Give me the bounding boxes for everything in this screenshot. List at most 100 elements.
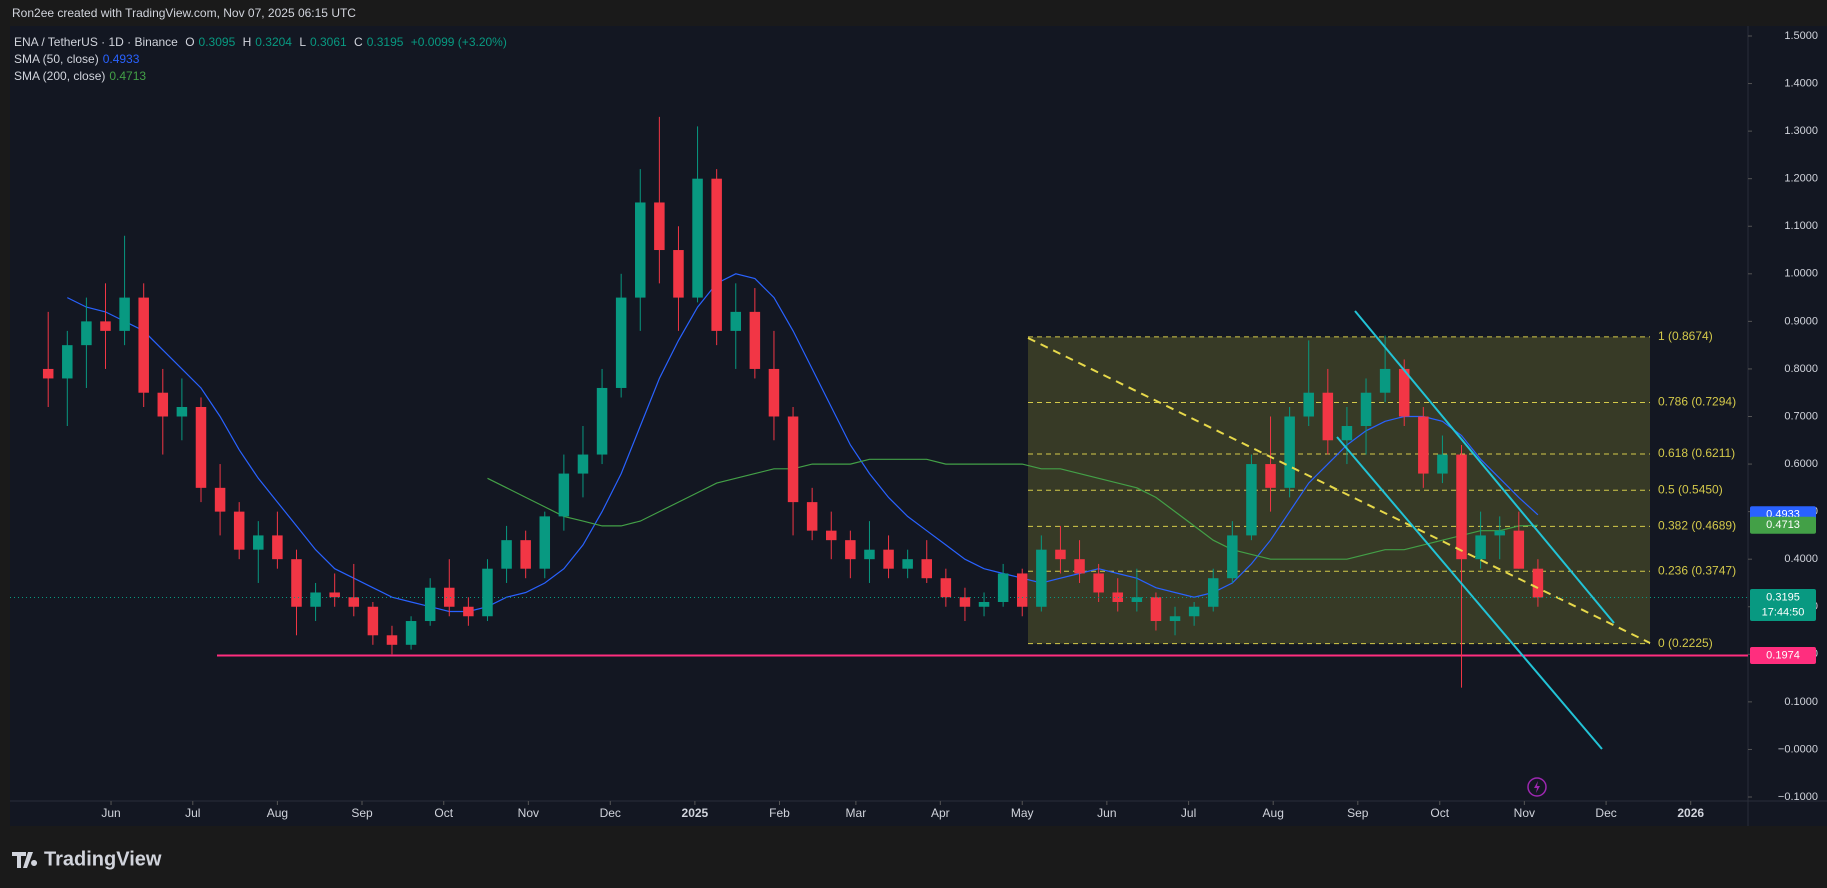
- candle-body: [1532, 568, 1544, 598]
- price-badge: [1750, 516, 1816, 534]
- candle-body: [62, 345, 73, 379]
- legend-row: SMA (50, close) 0.4933: [14, 51, 511, 68]
- x-tick-label: Jun: [101, 806, 120, 820]
- fib-label: 1 (0.8674): [1658, 329, 1713, 343]
- candle-body: [1322, 392, 1334, 441]
- candle-body: [978, 601, 990, 607]
- price-badge: [1750, 647, 1816, 665]
- candle-body: [138, 297, 149, 393]
- y-tick-label: 1.5000: [1784, 30, 1818, 42]
- candle-body: [501, 540, 512, 569]
- candle-body: [692, 178, 703, 298]
- y-tick-label: 0.7000: [1784, 410, 1818, 422]
- candle-body: [329, 592, 340, 598]
- indicator-value: 0.4713: [109, 69, 147, 83]
- candle-body: [826, 530, 837, 541]
- time-axis: [10, 801, 1748, 826]
- candle-body: [539, 516, 551, 569]
- candle-body: [1188, 606, 1200, 617]
- fib-label: 0.236 (0.3747): [1658, 563, 1736, 577]
- candle-body: [1284, 416, 1295, 488]
- attribution: Ron2ee created with TradingView.com, Nov…: [12, 6, 356, 20]
- candle-body: [1475, 535, 1486, 560]
- candle-body: [348, 597, 360, 607]
- candle-body: [1036, 549, 1047, 607]
- candle-body: [883, 549, 894, 569]
- candle-body: [806, 502, 818, 531]
- price-badge-label: 0.1974: [1766, 649, 1800, 661]
- trend-line: [1027, 337, 1651, 644]
- fib-label: 0.5 (0.5450): [1658, 482, 1723, 496]
- indicator-value: 0.4933: [102, 52, 140, 66]
- x-tick-label: Nov: [1514, 806, 1535, 820]
- plot-layer: [10, 116, 1748, 750]
- candle-body: [615, 297, 627, 388]
- candle-body: [902, 559, 913, 569]
- candle-body: [520, 540, 531, 569]
- countdown: 17:44:50: [1762, 606, 1805, 618]
- candle-body: [463, 606, 474, 617]
- candle-body: [1379, 368, 1391, 393]
- y-tick-label: 1.0000: [1784, 268, 1818, 280]
- x-tick-label: Jun: [1097, 806, 1116, 820]
- candle-body: [997, 573, 1009, 602]
- candle-body: [176, 406, 188, 417]
- candle-body: [157, 392, 169, 417]
- candle-body: [1494, 530, 1505, 536]
- x-tick-label: Dec: [600, 806, 621, 820]
- event-icon: [1527, 777, 1547, 797]
- ohlc-value: 0.3204: [255, 35, 292, 49]
- candle-body: [424, 587, 436, 622]
- candle-body: [1398, 368, 1410, 417]
- x-tick-label: Aug: [267, 806, 288, 820]
- candle-body: [1418, 416, 1429, 474]
- candle-body: [100, 321, 111, 331]
- channel-line: [1354, 310, 1615, 624]
- candle-body: [959, 597, 971, 607]
- candle-body: [558, 473, 570, 517]
- x-tick-label: Sep: [1347, 806, 1369, 820]
- candle-body: [444, 587, 455, 607]
- event-icon: [1534, 781, 1540, 793]
- candle-body: [81, 321, 92, 346]
- candle-body: [1093, 573, 1104, 593]
- y-tick-label: 0.6000: [1784, 458, 1818, 470]
- candle-body: [291, 559, 302, 607]
- x-tick-label: Jul: [1181, 806, 1196, 820]
- candle-body: [1437, 454, 1448, 474]
- candle-body: [1169, 616, 1181, 622]
- fib-label: 0.618 (0.6211): [1658, 446, 1735, 460]
- x-tick-label: Apr: [931, 806, 950, 820]
- y-tick-label: 0.1000: [1784, 696, 1818, 708]
- candle-body: [940, 578, 952, 598]
- ohlc-label: C: [354, 35, 363, 49]
- candle-body: [1456, 454, 1467, 560]
- candle-body: [1016, 573, 1028, 607]
- candle-body: [233, 511, 245, 550]
- sma-line: [67, 273, 1539, 613]
- candle-body: [730, 311, 742, 331]
- candle-body: [1513, 530, 1525, 569]
- ohlc-label: O: [185, 35, 195, 49]
- candle-body: [1131, 597, 1143, 602]
- candle-body: [272, 535, 283, 560]
- y-tick-label: 0.4000: [1784, 553, 1818, 565]
- candle-body: [864, 549, 875, 560]
- fib-label: 0.786 (0.7294): [1658, 395, 1736, 409]
- x-tick-label: Nov: [518, 806, 539, 820]
- brand: TradingView: [44, 848, 162, 870]
- x-tick-label: 2026: [1677, 806, 1704, 820]
- candle-body: [711, 178, 722, 331]
- candle-body: [654, 202, 665, 251]
- candle-body: [787, 416, 799, 503]
- candle-body: [1150, 597, 1162, 622]
- x-tick-label: May: [1011, 806, 1034, 820]
- candle-body: [1303, 392, 1314, 417]
- x-tick-label: 2025: [682, 806, 709, 820]
- candle-body: [1055, 549, 1066, 560]
- candle-body: [1341, 426, 1353, 441]
- x-tick-label: Oct: [434, 806, 453, 820]
- candle-body: [310, 592, 321, 607]
